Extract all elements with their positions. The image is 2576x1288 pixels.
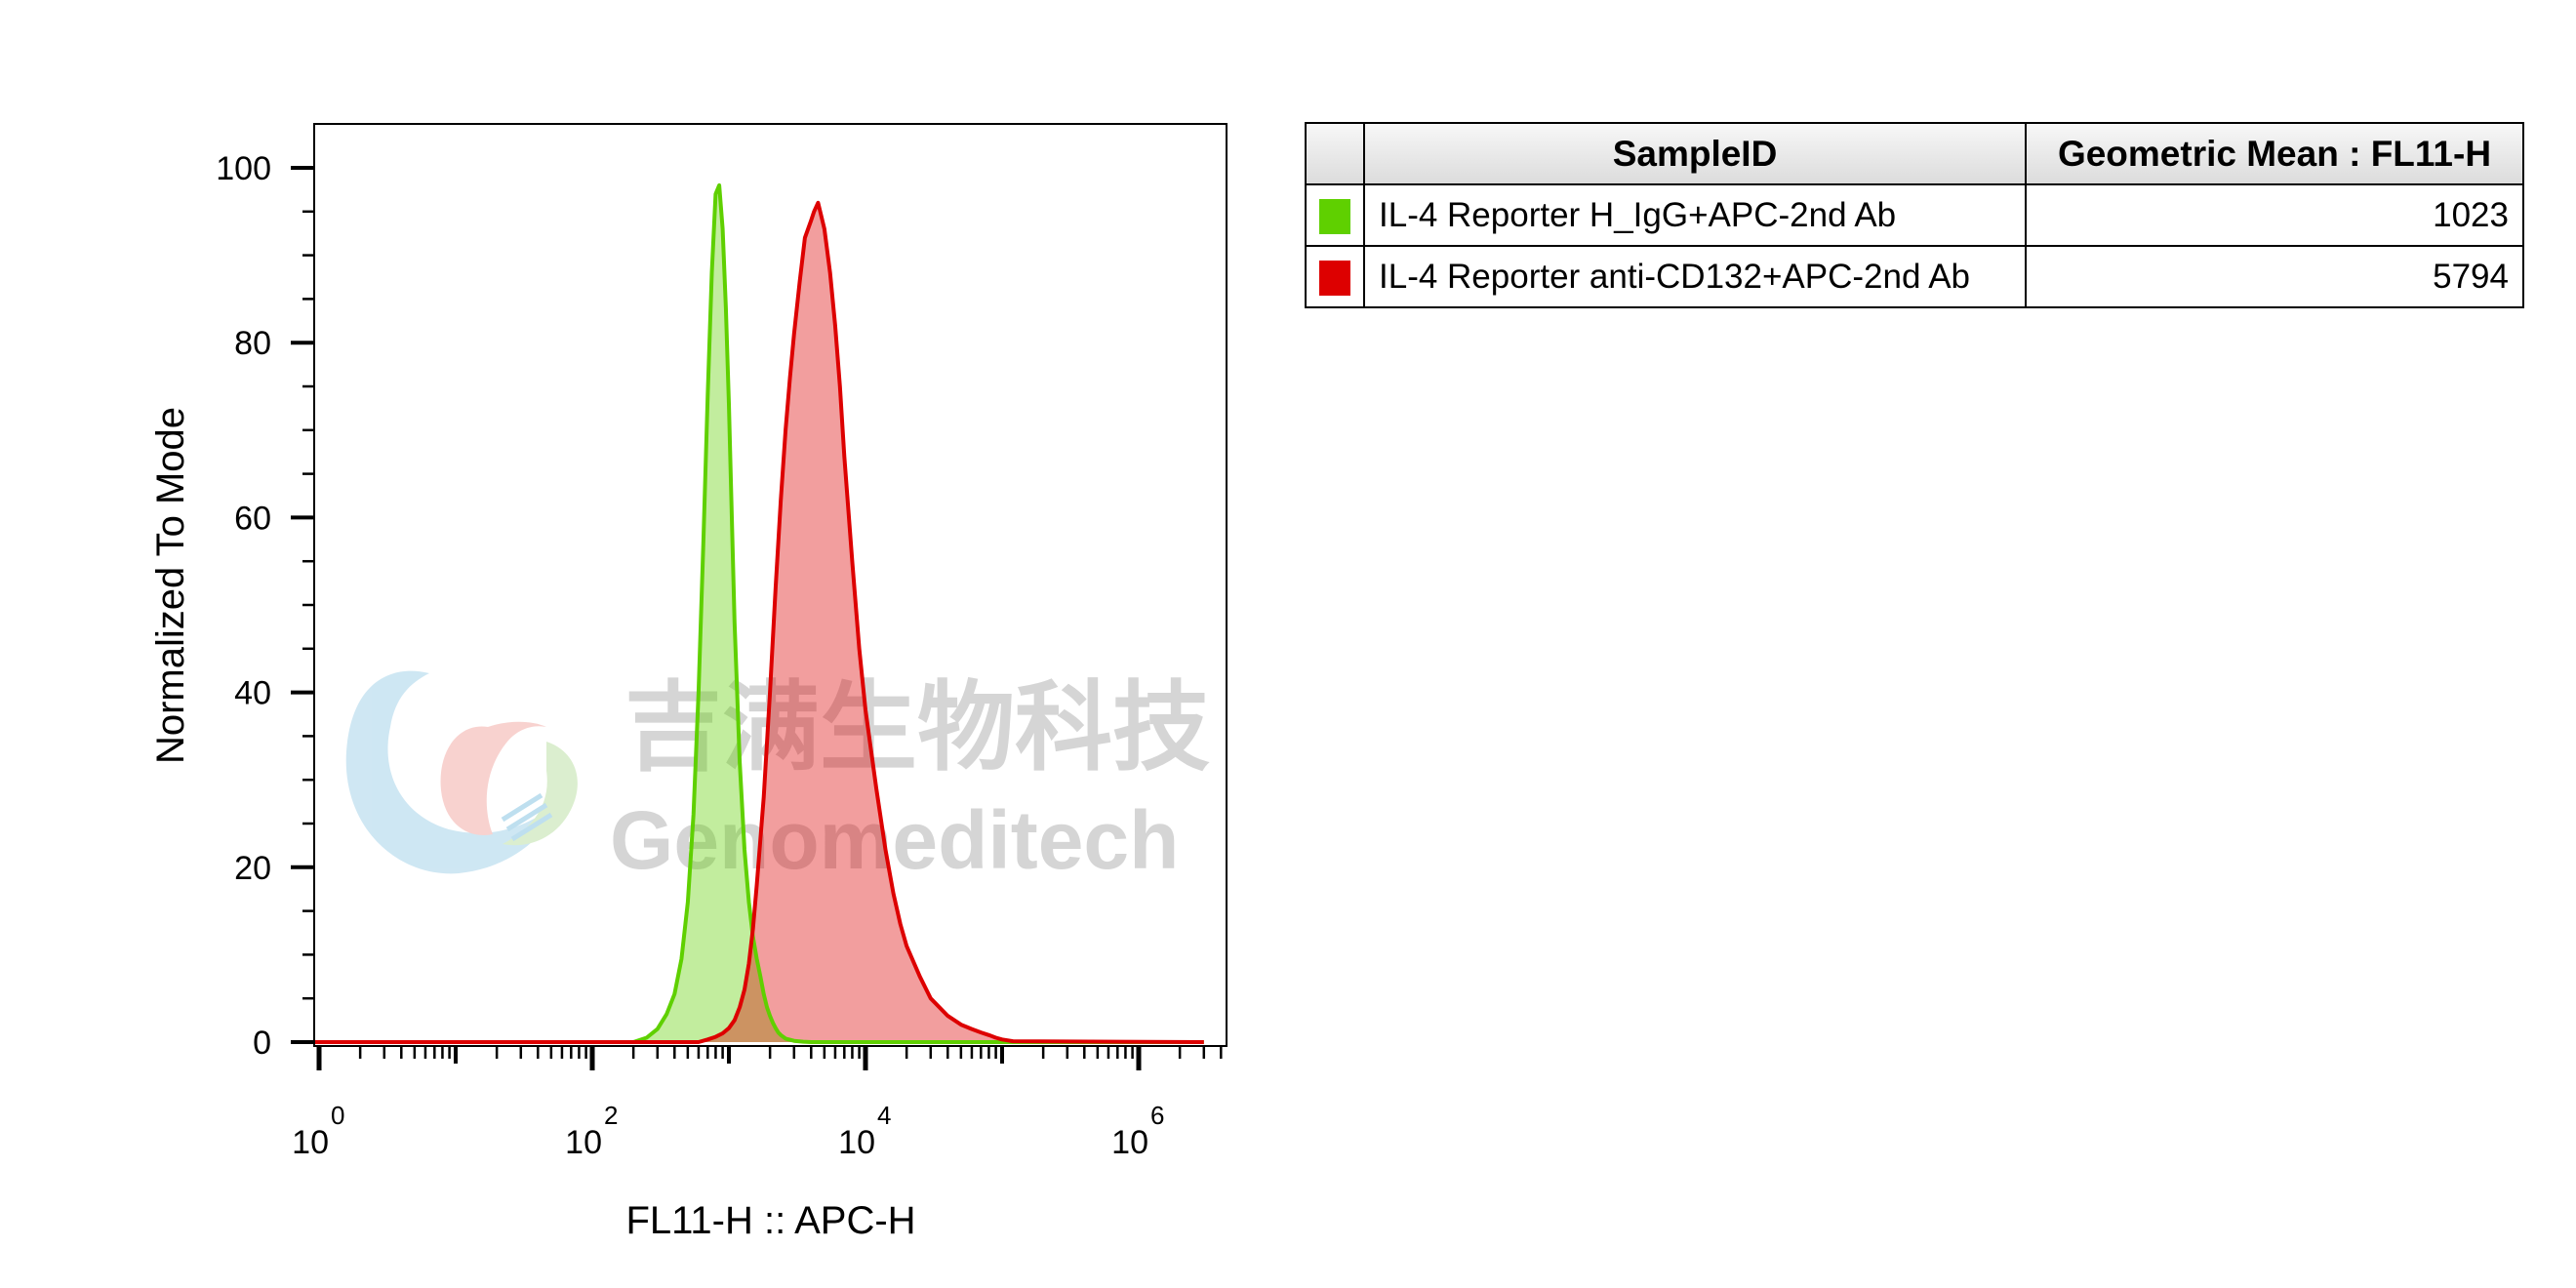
x-tick-label-base: 10 — [838, 1124, 875, 1161]
x-tick-label-exp: 4 — [877, 1101, 891, 1130]
legend-sample-cd132: IL-4 Reporter anti-CD132+APC-2nd Ab — [1363, 245, 2027, 308]
legend-header-sample: SampleID — [1363, 122, 2027, 185]
x-axis-title: FL11-H :: APC-H — [625, 1199, 915, 1242]
legend-swatch-red — [1319, 261, 1350, 297]
y-tick-label: 40 — [234, 675, 271, 712]
legend-header-row: SampleID Geometric Mean : FL11-H — [1305, 122, 2524, 185]
x-tick-label-base: 10 — [565, 1124, 602, 1161]
y-tick-label: 60 — [234, 500, 271, 537]
watermark-cn: 吉满生物科技 — [624, 670, 1210, 785]
y-tick-label: 20 — [234, 850, 271, 887]
legend-mean-cd132: 5794 — [2025, 245, 2524, 308]
x-tick-label-base: 10 — [292, 1124, 329, 1161]
legend-sample-igg: IL-4 Reporter H_IgG+APC-2nd Ab — [1363, 183, 2027, 247]
legend-header-swatch — [1305, 122, 1365, 185]
legend-row-cd132: IL-4 Reporter anti-CD132+APC-2nd Ab 5794 — [1305, 245, 2524, 308]
legend-swatch-green — [1319, 199, 1350, 235]
watermark-en: Genomeditech — [610, 794, 1179, 886]
series-1-fill — [314, 202, 1204, 1043]
legend-row-igg: IL-4 Reporter H_IgG+APC-2nd Ab 1023 — [1305, 183, 2524, 247]
x-tick-label-exp: 2 — [604, 1101, 618, 1130]
legend-mean-igg: 1023 — [2025, 183, 2524, 247]
y-tick-label: 80 — [234, 325, 271, 362]
y-tick-label: 0 — [253, 1025, 271, 1062]
legend-header-mean: Geometric Mean : FL11-H — [2025, 122, 2524, 185]
x-tick-label-exp: 6 — [1150, 1101, 1164, 1130]
y-tick-label: 100 — [216, 150, 271, 187]
y-axis: 0 20 40 60 80 100 — [216, 150, 314, 1062]
y-axis-title: Normalized To Mode — [149, 407, 192, 764]
series-1-line — [314, 200, 1204, 1044]
watermark: 吉满生物科技 Genomeditech — [345, 670, 1210, 886]
plot-series — [314, 182, 1204, 1044]
x-tick-label-exp: 0 — [331, 1101, 344, 1130]
legend-table: SampleID Geometric Mean : FL11-H IL-4 Re… — [1305, 122, 2524, 308]
series-0-line — [314, 182, 1204, 1044]
watermark-logo-icon — [345, 670, 578, 874]
x-tick-label-base: 10 — [1111, 1124, 1148, 1161]
